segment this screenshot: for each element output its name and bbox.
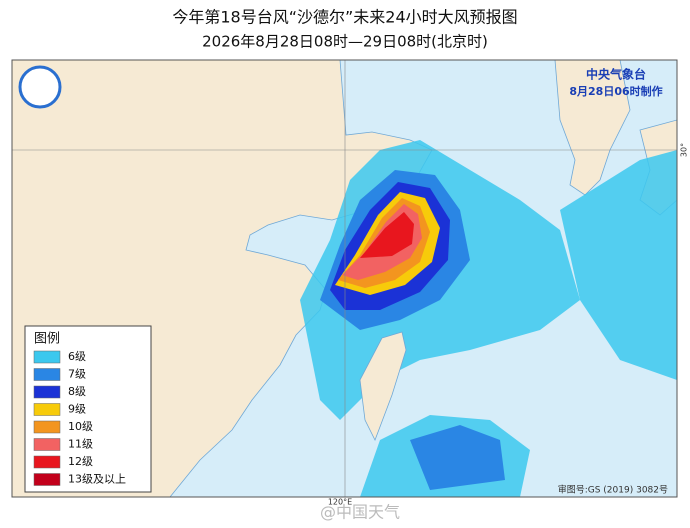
subtitle: 2026年8月28日08时—29日08时(北京时)	[202, 33, 488, 51]
legend-label: 12级	[68, 455, 93, 468]
legend-swatch	[33, 473, 61, 486]
legend: 图例 6级 7级 8级 9级 10级 11级 12级 13级及以上	[24, 325, 152, 493]
legend-swatch	[33, 385, 61, 399]
agency: 中央气象台	[586, 67, 646, 82]
legend-swatch	[33, 438, 61, 451]
legend-swatch	[33, 455, 61, 469]
logo	[18, 65, 62, 109]
legend-swatch	[33, 403, 61, 416]
title: 今年第18号台风“沙德尔”未来24小时大风预报图	[172, 8, 517, 27]
legend-label: 7级	[68, 368, 86, 381]
map	[12, 60, 677, 497]
lon-label: 120°E	[328, 498, 352, 507]
legend-label: 11级	[68, 438, 93, 451]
legend-label: 13级及以上	[68, 473, 126, 486]
lat-label: 30°	[680, 143, 689, 157]
watermark: @中国天气	[320, 503, 400, 522]
issued: 8月28日06时制作	[569, 84, 662, 98]
legend-swatch	[33, 350, 61, 364]
legend-label: 8级	[68, 385, 86, 398]
legend-swatch	[33, 368, 61, 381]
map-number: 审图号:GS (2019) 3082号	[558, 484, 668, 496]
legend-title: 图例	[34, 332, 60, 347]
legend-label: 9级	[68, 403, 86, 416]
legend-label: 10级	[68, 420, 93, 433]
legend-swatch	[33, 420, 61, 434]
legend-label: 6级	[68, 350, 86, 363]
